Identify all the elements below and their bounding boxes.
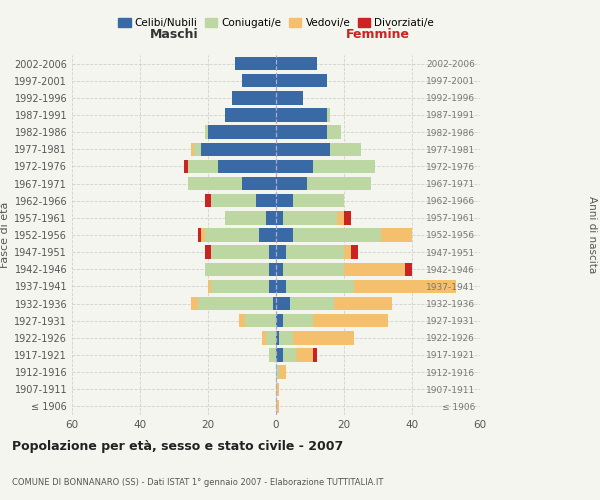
- Bar: [276, 366, 280, 379]
- Bar: [286, 280, 354, 293]
- Bar: [290, 297, 334, 310]
- Bar: [198, 228, 201, 241]
- Bar: [198, 297, 272, 310]
- Bar: [331, 142, 361, 156]
- Bar: [205, 194, 211, 207]
- Bar: [266, 211, 276, 224]
- Bar: [276, 57, 317, 70]
- Bar: [276, 108, 327, 122]
- Text: Anni di nascita: Anni di nascita: [587, 196, 597, 274]
- Bar: [269, 262, 276, 276]
- Bar: [276, 246, 286, 259]
- Bar: [256, 194, 276, 207]
- Bar: [327, 126, 341, 139]
- Bar: [208, 126, 276, 139]
- Bar: [225, 211, 266, 224]
- Bar: [225, 108, 276, 122]
- Bar: [211, 280, 269, 293]
- Bar: [286, 246, 344, 259]
- Bar: [205, 262, 269, 276]
- Legend: Celibi/Nubili, Coniugati/e, Vedovi/e, Divorziati/e: Celibi/Nubili, Coniugati/e, Vedovi/e, Di…: [114, 14, 438, 32]
- Bar: [283, 211, 337, 224]
- Bar: [276, 262, 283, 276]
- Bar: [259, 228, 276, 241]
- Bar: [293, 331, 354, 344]
- Bar: [276, 160, 313, 173]
- Text: COMUNE DI BONNANARO (SS) - Dati ISTAT 1° gennaio 2007 - Elaborazione TUTTITALIA.: COMUNE DI BONNANARO (SS) - Dati ISTAT 1°…: [12, 478, 383, 487]
- Bar: [276, 74, 327, 88]
- Bar: [276, 348, 283, 362]
- Bar: [242, 74, 276, 88]
- Bar: [405, 262, 412, 276]
- Bar: [276, 331, 280, 344]
- Bar: [205, 126, 208, 139]
- Bar: [276, 126, 327, 139]
- Bar: [211, 246, 269, 259]
- Bar: [276, 297, 290, 310]
- Bar: [313, 314, 388, 328]
- Bar: [354, 280, 456, 293]
- Text: Femmine: Femmine: [346, 28, 410, 42]
- Bar: [276, 228, 293, 241]
- Bar: [280, 366, 286, 379]
- Bar: [307, 177, 371, 190]
- Bar: [201, 228, 205, 241]
- Bar: [218, 160, 276, 173]
- Bar: [211, 194, 256, 207]
- Bar: [344, 246, 351, 259]
- Bar: [382, 228, 412, 241]
- Text: Maschi: Maschi: [149, 28, 199, 42]
- Bar: [283, 348, 296, 362]
- Bar: [276, 194, 293, 207]
- Bar: [272, 297, 276, 310]
- Bar: [205, 246, 211, 259]
- Bar: [313, 348, 317, 362]
- Bar: [276, 314, 283, 328]
- Bar: [313, 160, 374, 173]
- Bar: [276, 211, 283, 224]
- Bar: [296, 348, 313, 362]
- Bar: [283, 262, 344, 276]
- Bar: [283, 314, 313, 328]
- Bar: [184, 160, 188, 173]
- Bar: [245, 314, 276, 328]
- Bar: [276, 400, 280, 413]
- Bar: [208, 280, 211, 293]
- Bar: [293, 228, 382, 241]
- Bar: [266, 331, 276, 344]
- Bar: [191, 142, 194, 156]
- Bar: [188, 177, 242, 190]
- Bar: [280, 331, 293, 344]
- Bar: [344, 262, 405, 276]
- Bar: [351, 246, 358, 259]
- Bar: [334, 297, 392, 310]
- Bar: [276, 177, 307, 190]
- Bar: [276, 142, 331, 156]
- Bar: [269, 280, 276, 293]
- Bar: [188, 160, 218, 173]
- Bar: [194, 142, 201, 156]
- Bar: [201, 142, 276, 156]
- Bar: [262, 331, 266, 344]
- Bar: [293, 194, 344, 207]
- Bar: [242, 177, 276, 190]
- Text: Popolazione per età, sesso e stato civile - 2007: Popolazione per età, sesso e stato civil…: [12, 440, 343, 453]
- Bar: [276, 280, 286, 293]
- Bar: [232, 91, 276, 104]
- Bar: [327, 108, 331, 122]
- Bar: [205, 228, 259, 241]
- Bar: [344, 211, 351, 224]
- Bar: [269, 348, 276, 362]
- Bar: [276, 91, 303, 104]
- Bar: [276, 382, 280, 396]
- Bar: [235, 57, 276, 70]
- Y-axis label: Fasce di età: Fasce di età: [0, 202, 10, 268]
- Bar: [337, 211, 344, 224]
- Bar: [269, 246, 276, 259]
- Bar: [239, 314, 245, 328]
- Bar: [191, 297, 198, 310]
